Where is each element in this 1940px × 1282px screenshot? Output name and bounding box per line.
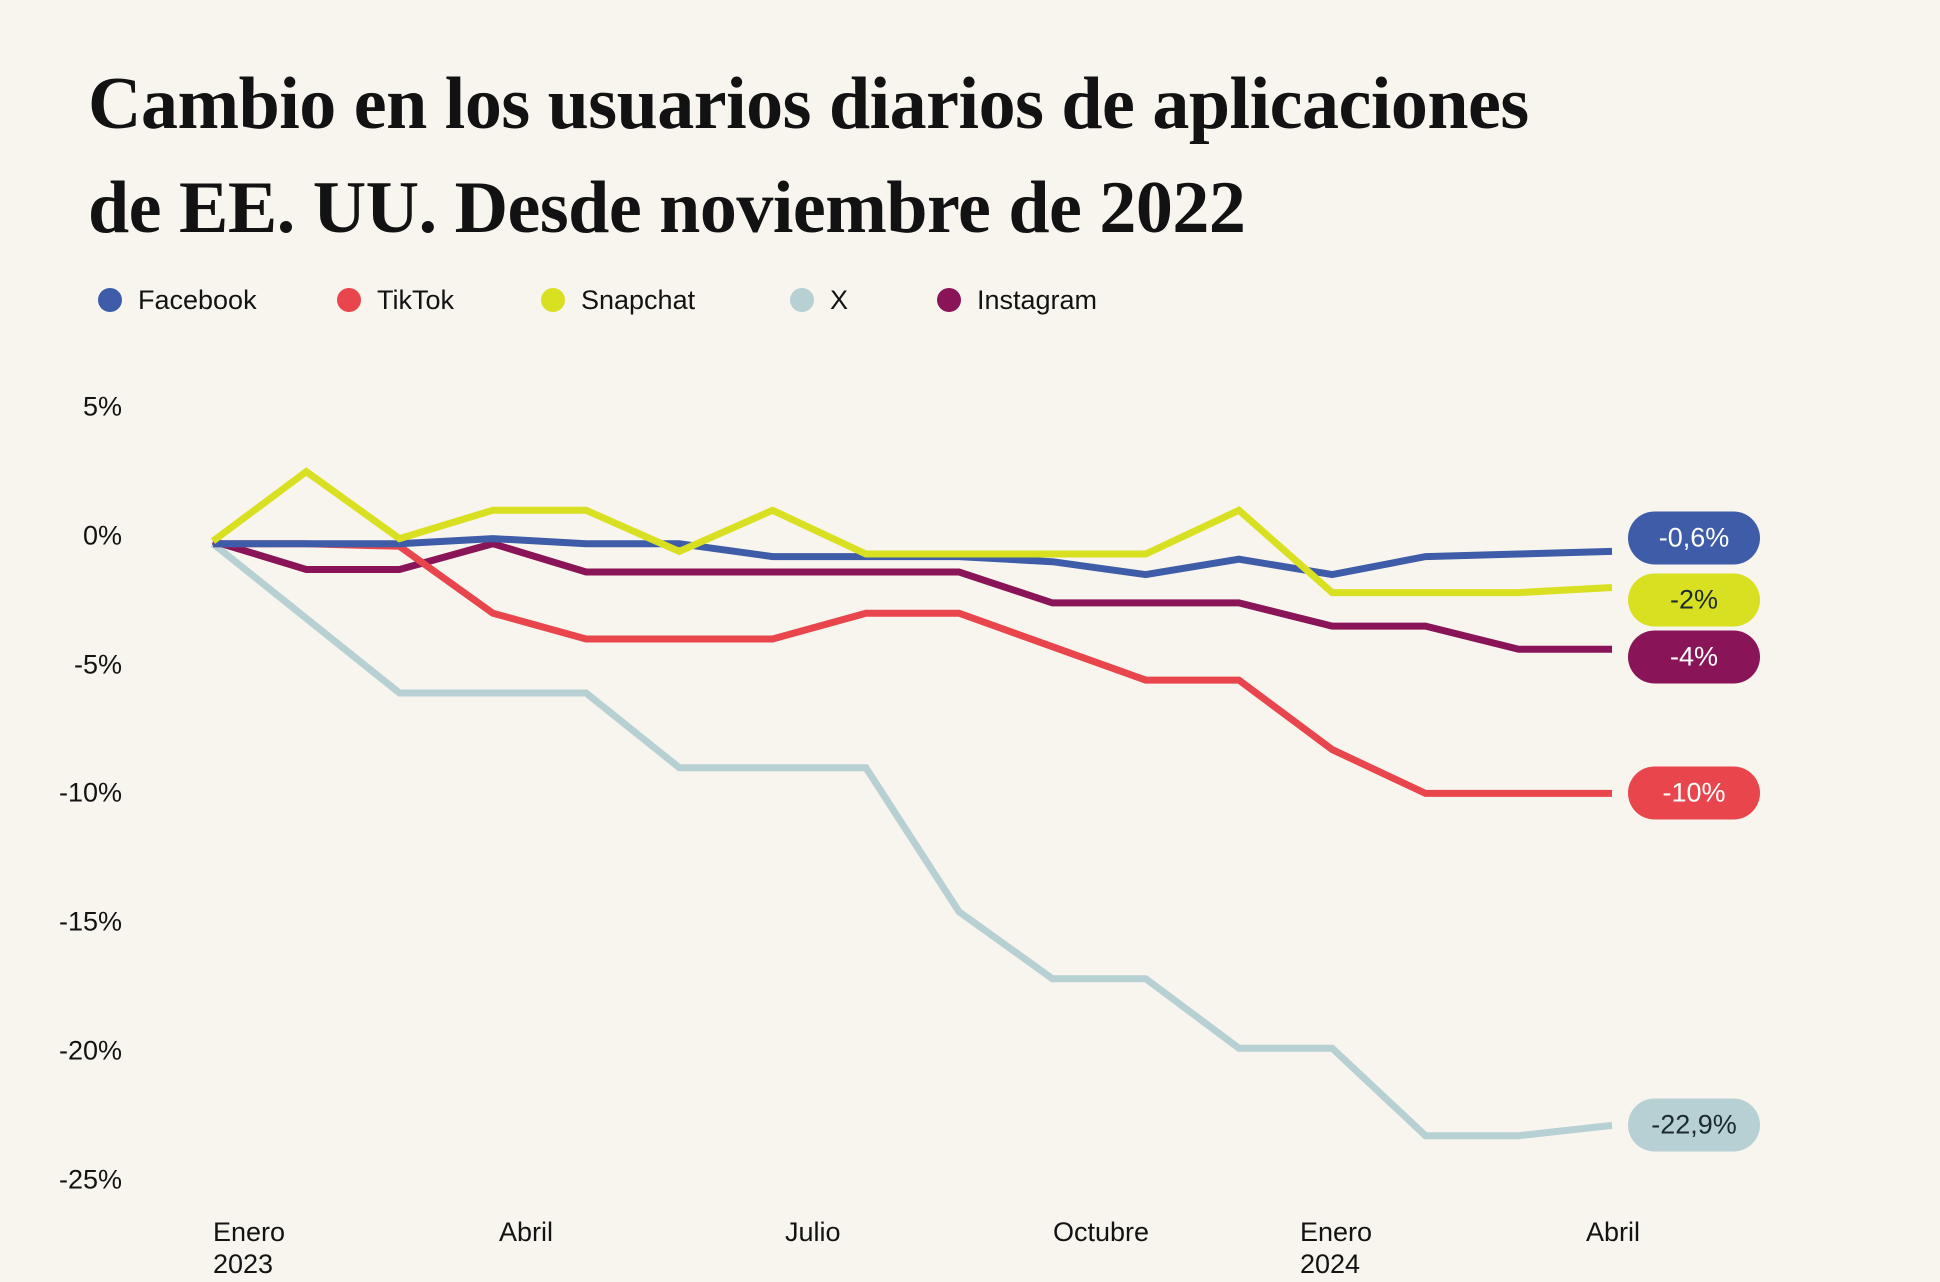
line-snapchat	[210, 467, 1613, 597]
y-tick-label: -10%	[58, 777, 122, 808]
y-tick-label: 0%	[82, 520, 122, 551]
end-label-tiktok: -10%	[1628, 766, 1760, 820]
x-tick-label: Abril	[499, 1217, 554, 1247]
legend-dot-icon	[937, 288, 961, 312]
end-label-instagram: -4%	[1628, 630, 1760, 684]
legend-label: X	[830, 284, 849, 315]
end-label-facebook: -0,6%	[1628, 511, 1760, 565]
legend-item-x: X	[790, 285, 848, 315]
x-tick-label: Julio	[785, 1217, 841, 1247]
x-tick-label: Octubre	[1053, 1217, 1150, 1247]
chart-legend: Facebook TikTok Snapchat X Instagram	[0, 285, 1940, 315]
x-tick-label: Enero 2024	[1300, 1217, 1373, 1279]
title-line-2: de EE. UU. Desde noviembre de 2022	[88, 167, 1246, 249]
line-tiktok	[213, 540, 1612, 797]
y-tick-label: 5%	[82, 391, 122, 422]
legend-dot-icon	[98, 288, 122, 312]
y-tick-label: -20%	[58, 1035, 122, 1066]
line-x	[210, 540, 1613, 1140]
title-line-1: Cambio en los usuarios diarios de aplica…	[88, 63, 1529, 145]
legend-label: Instagram	[977, 284, 1098, 315]
page-title: Cambio en los usuarios diarios de aplica…	[88, 52, 1529, 260]
legend-item-instagram: Instagram	[937, 285, 1097, 315]
y-tick-label: -15%	[58, 906, 122, 937]
legend-dot-icon	[790, 288, 814, 312]
line-instagram	[211, 537, 1612, 653]
y-tick-label: -25%	[58, 1164, 122, 1194]
y-tick-label: -5%	[73, 649, 122, 680]
legend-item-snapchat: Snapchat	[541, 285, 695, 315]
legend-item-tiktok: TikTok	[337, 285, 454, 315]
end-label-snapchat: -2%	[1628, 573, 1760, 627]
legend-dot-icon	[541, 288, 565, 312]
legend-label: TikTok	[377, 284, 455, 315]
legend-item-facebook: Facebook	[98, 285, 257, 315]
legend-dot-icon	[337, 288, 361, 312]
legend-label: Facebook	[138, 284, 257, 315]
end-label-x: -22,9%	[1628, 1098, 1760, 1152]
x-tick-label: Enero 2023	[213, 1217, 286, 1279]
x-tick-label: Abril	[1586, 1217, 1641, 1247]
legend-label: Snapchat	[581, 284, 696, 315]
